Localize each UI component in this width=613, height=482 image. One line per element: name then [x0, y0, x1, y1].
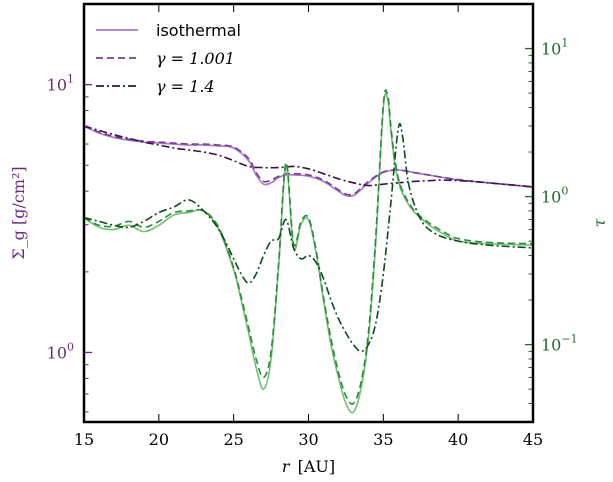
- right-y-tick-label: 100: [541, 185, 568, 207]
- x-tick-label: 15: [74, 430, 94, 449]
- x-tick-label: 25: [223, 430, 243, 449]
- left-y-tick-label: 100: [47, 340, 74, 362]
- right-y-tick-label: 101: [541, 37, 568, 59]
- ticks-layer: 15 20 25 30 35 40 45 100 101 10−1 100 101: [47, 3, 578, 449]
- series-line-tau-dashdot: [83, 122, 534, 353]
- series-line-sigma-dashed: [83, 125, 534, 196]
- left-y-tick-label: 101: [47, 73, 74, 95]
- left-y-axis-label: Σ_g [g/cm²]: [9, 166, 28, 259]
- x-axis-label: r [AU]: [282, 457, 335, 476]
- series-layer: [83, 89, 534, 414]
- x-axis-label-var: r: [282, 457, 291, 476]
- right-y-tick-label: 10−1: [541, 333, 578, 355]
- series-line-tau-dashed: [83, 89, 534, 405]
- right-y-axis-label: τ: [590, 217, 609, 227]
- x-tick-label: 40: [448, 430, 468, 449]
- x-tick-label: 30: [298, 430, 318, 449]
- x-axis-label-unit: [AU]: [298, 457, 336, 476]
- series-line-sigma-dashdot: [83, 125, 534, 188]
- plot-frame: [82, 2, 535, 424]
- series-line-sigma-solid: [83, 125, 534, 198]
- legend-label: γ = 1.4: [156, 77, 215, 96]
- legend-label: γ = 1.001: [156, 49, 235, 68]
- labels-layer: r [AU] Σ_g [g/cm²] τ: [9, 166, 609, 476]
- x-tick-label: 35: [373, 430, 393, 449]
- x-tick-label: 20: [149, 430, 169, 449]
- x-tick-label: 45: [523, 430, 543, 449]
- legend: isothermal γ = 1.001 γ = 1.4: [96, 21, 241, 96]
- legend-label: isothermal: [156, 21, 241, 40]
